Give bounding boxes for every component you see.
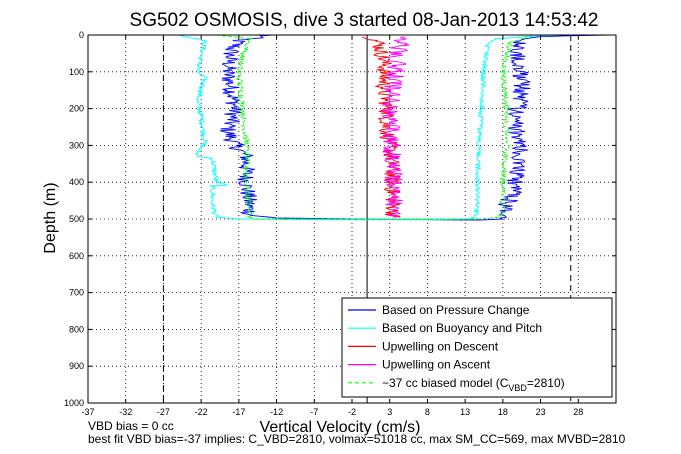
x-tick-label: 28 xyxy=(573,407,583,417)
y-tick-label: 800 xyxy=(69,324,84,334)
y-tick-label: 200 xyxy=(69,104,84,114)
series-line-2 xyxy=(178,34,556,221)
legend-label: Based on Pressure Change xyxy=(382,303,530,317)
y-tick-label: 900 xyxy=(69,361,84,371)
legend-label: −37 cc biased model (CVBD=2810) xyxy=(382,376,565,393)
x-tick-label: 18 xyxy=(498,407,508,417)
legend-label: Upwelling on Descent xyxy=(382,339,499,353)
x-tick-label: -22 xyxy=(195,407,208,417)
series-group xyxy=(178,34,609,221)
x-axis-label: Vertical Velocity (cm/s) xyxy=(260,419,421,436)
y-tick-label: 500 xyxy=(69,214,84,224)
x-tick-label: -2 xyxy=(348,407,356,417)
x-tick-label: -12 xyxy=(270,407,283,417)
y-tick-label: 1000 xyxy=(64,398,84,408)
series-line-1 xyxy=(219,34,609,221)
y-tick-label: 100 xyxy=(69,67,84,77)
x-tick-label: -27 xyxy=(157,407,170,417)
y-tick-label: 0 xyxy=(79,30,84,40)
series-line-5 xyxy=(216,34,534,220)
y-axis-label: Depth (m) xyxy=(42,182,59,253)
vbd-bias-note: VBD bias = 0 cc xyxy=(88,419,174,433)
x-tick-label: 13 xyxy=(460,407,470,417)
y-tick-label: 600 xyxy=(69,251,84,261)
legend-label: Upwelling on Ascent xyxy=(382,358,491,372)
legend-label: Based on Buoyancy and Pitch xyxy=(382,321,542,335)
y-tick-label: 700 xyxy=(69,288,84,298)
x-tick-label: 23 xyxy=(536,407,546,417)
legend: Based on Pressure Change Based on Buoyanc… xyxy=(341,297,613,398)
legend-box xyxy=(341,297,613,398)
x-tick-label: 8 xyxy=(425,407,430,417)
x-tick-label: -17 xyxy=(232,407,245,417)
x-tick-label: 3 xyxy=(387,407,392,417)
best-fit-note: best fit VBD bias=-37 implies: C_VBD=281… xyxy=(88,432,626,446)
axis-ticks: -37 -32 -27 -22 -17 -12 -7 -2 3 8 13 18 23 28 0 100 200 3… xyxy=(64,30,616,417)
series-line-4 xyxy=(380,36,410,218)
y-tick-label: 300 xyxy=(69,140,84,150)
x-tick-label: -37 xyxy=(81,407,94,417)
x-tick-label: -7 xyxy=(310,407,318,417)
x-tick-label: -32 xyxy=(119,407,132,417)
chart-title: SG502 OSMOSIS, dive 3 started 08-Jan-201… xyxy=(130,10,599,31)
y-tick-label: 400 xyxy=(69,177,84,187)
